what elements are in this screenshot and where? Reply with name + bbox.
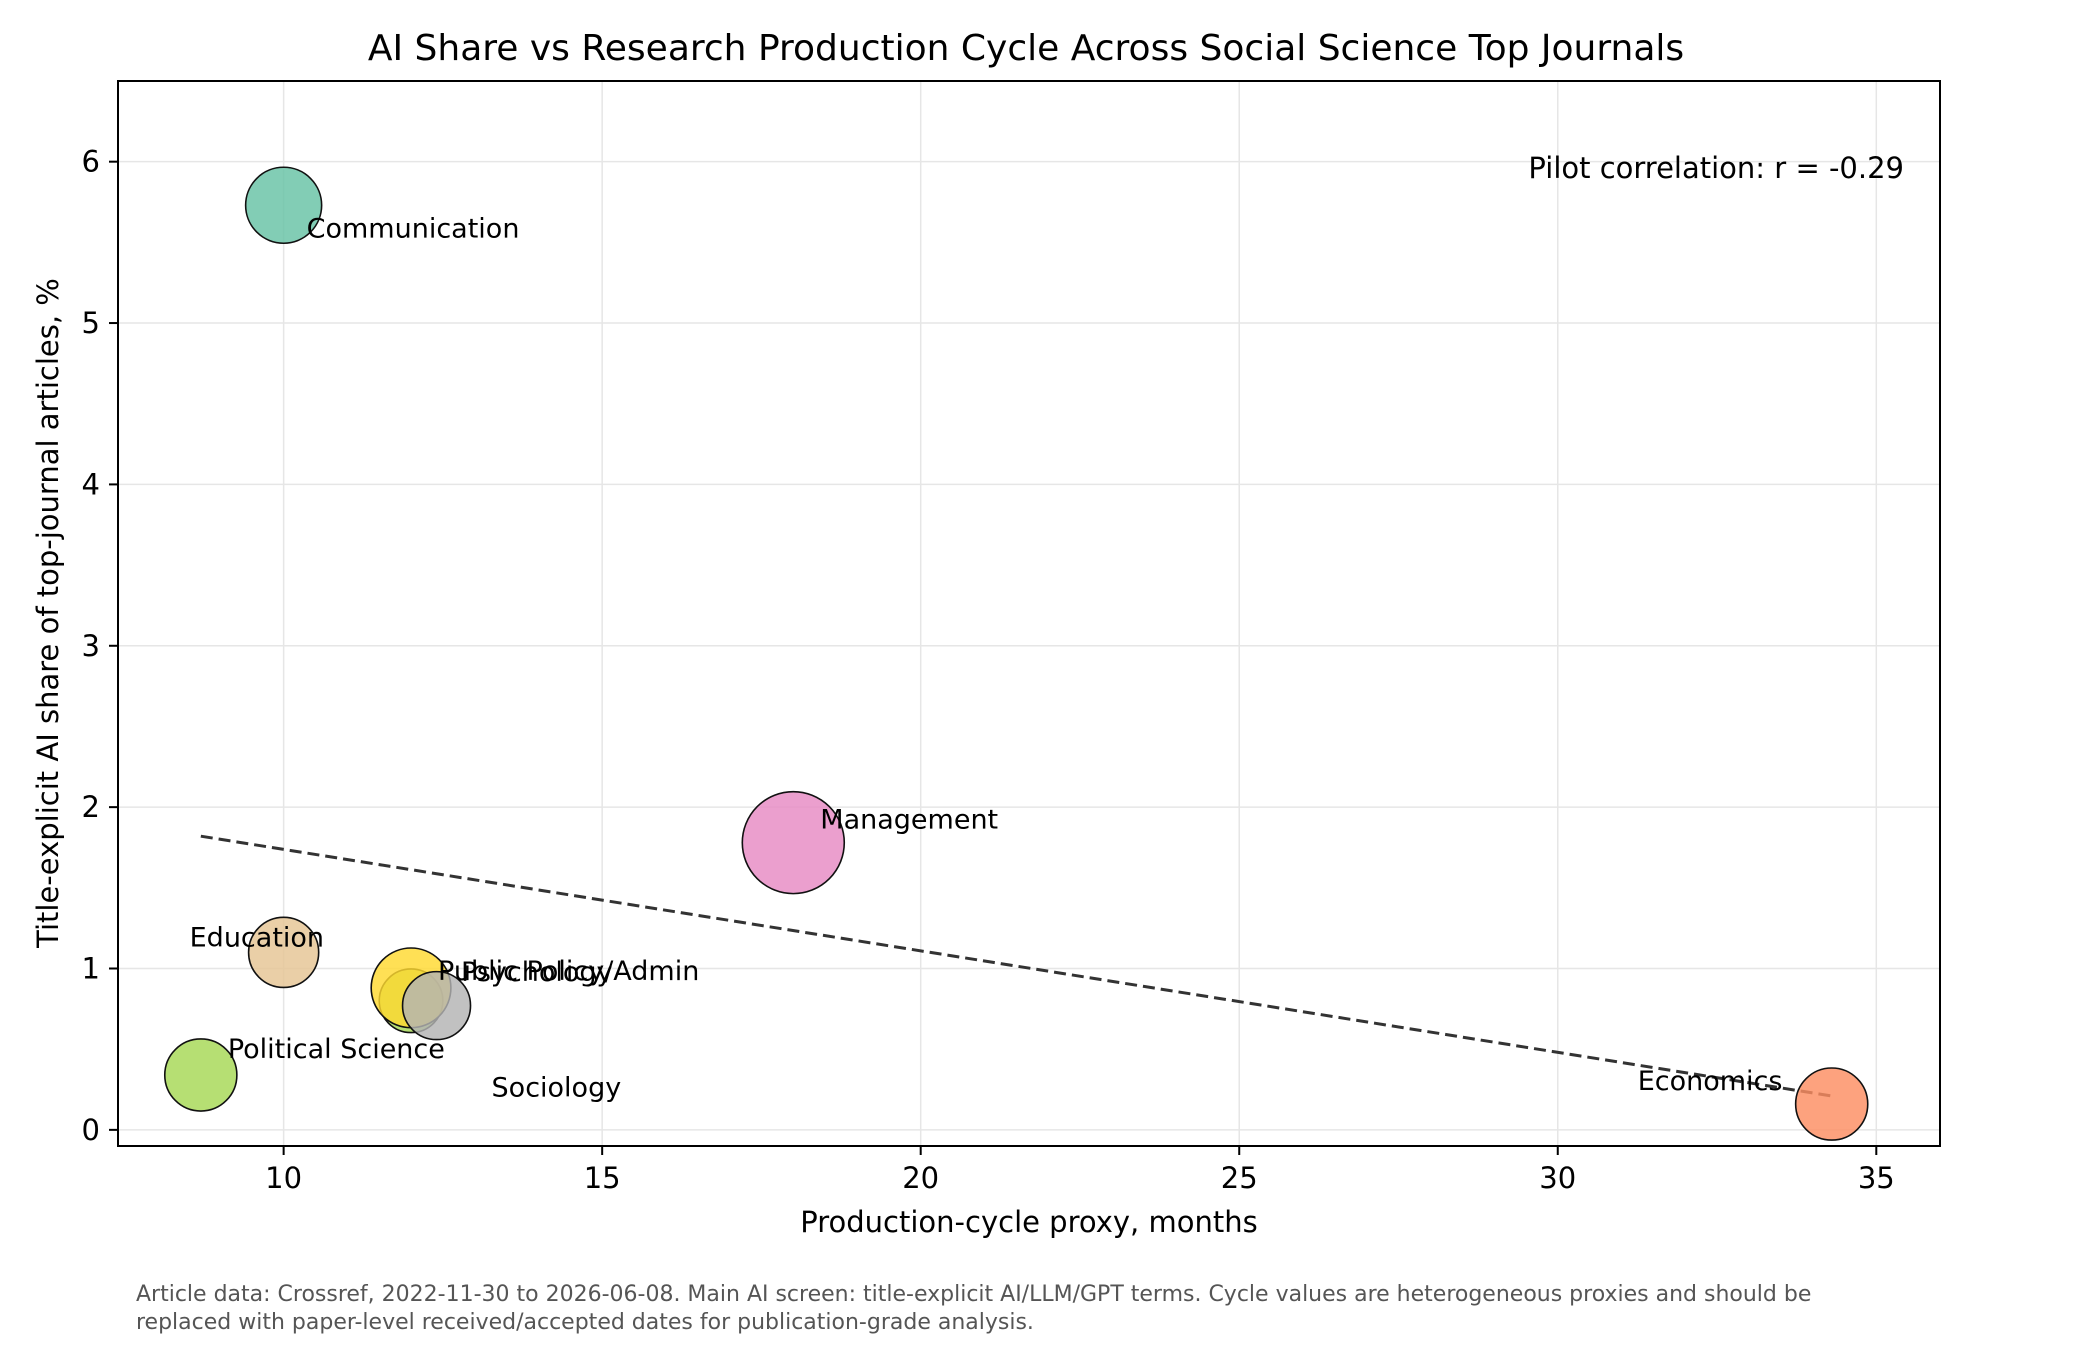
label-sociology: Sociology xyxy=(492,1073,622,1104)
y-tick-label: 3 xyxy=(82,629,100,663)
trend-line xyxy=(200,834,1832,1098)
x-tick-label: 20 xyxy=(902,1161,939,1195)
figure-caption: Article data: Crossref, 2022-11-30 to 20… xyxy=(136,1281,2036,1337)
x-tick-label: 25 xyxy=(1221,1161,1258,1195)
point-management xyxy=(741,790,846,895)
y-tick-label: 5 xyxy=(82,306,100,340)
chart-title: AI Share vs Research Production Cycle Ac… xyxy=(368,28,1684,69)
label-management: Management xyxy=(820,805,998,836)
x-tick-label: 15 xyxy=(584,1161,621,1195)
point-economics xyxy=(1794,1067,1869,1141)
caption-line-2: replaced with paper-level received/accep… xyxy=(136,1310,1034,1335)
y-tick-label: 6 xyxy=(82,145,100,179)
point-political-science xyxy=(163,1038,238,1112)
point-education xyxy=(247,916,320,989)
label-education: Education xyxy=(190,922,324,953)
label-political-science: Political Science xyxy=(228,1034,445,1065)
x-tick-label: 30 xyxy=(1539,1161,1576,1195)
caption-line-1: Article data: Crossref, 2022-11-30 to 20… xyxy=(136,1282,1812,1307)
y-tick-label: 0 xyxy=(82,1113,100,1147)
point-communication xyxy=(244,166,323,245)
label-psychology: Psychology xyxy=(461,957,612,988)
y-tick-label: 2 xyxy=(82,790,100,824)
label-economics: Economics xyxy=(1638,1066,1783,1097)
data-points xyxy=(163,166,1869,1141)
axis-ticks: 10 15 20 25 30 35 0 1 2 3 4 5 6 xyxy=(82,145,1895,1195)
label-public-policy-admin: Public Policy/Admin xyxy=(438,956,699,987)
x-tick-label: 10 xyxy=(265,1161,302,1195)
x-tick-label: 35 xyxy=(1858,1161,1895,1195)
y-tick-label: 1 xyxy=(82,952,100,986)
point-sociology xyxy=(401,970,472,1041)
y-axis-label: Title-explicit AI share of top-journal a… xyxy=(31,278,65,949)
plot-frame xyxy=(117,80,1941,1147)
point-labels: Communication Management Education Public P… xyxy=(190,213,1783,1103)
y-tick-label: 4 xyxy=(82,467,100,501)
trend-line-layer xyxy=(200,834,1832,1098)
grid-lines xyxy=(118,81,1940,1146)
x-axis-label: Production-cycle proxy, months xyxy=(800,1205,1257,1239)
label-communication: Communication xyxy=(307,213,520,244)
correlation-annotation: Pilot correlation: r = -0.29 xyxy=(1528,151,1904,185)
